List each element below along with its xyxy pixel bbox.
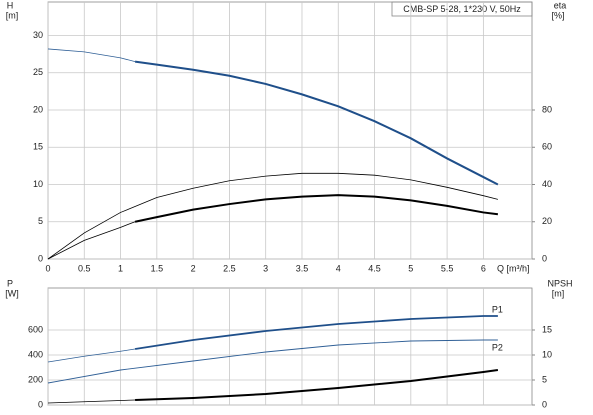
- y-tick-label: 600: [28, 324, 43, 334]
- y2-axis-unit: [%]: [551, 10, 564, 20]
- x-tick-label: 4: [336, 263, 341, 273]
- curve: [47, 172, 498, 260]
- y-axis-unit: [m]: [6, 10, 19, 20]
- curve: [47, 221, 136, 260]
- y-axis-label: P: [7, 278, 13, 288]
- y2-tick-label: 0: [542, 399, 547, 409]
- y-tick-label: 0: [38, 253, 43, 263]
- x-tick-label: 5: [408, 263, 413, 273]
- y2-tick-label: 5: [542, 374, 547, 384]
- series-label: P2: [492, 342, 503, 352]
- y2-tick-label: 20: [542, 216, 552, 226]
- y2-tick-label: 10: [542, 349, 552, 359]
- curve: [134, 194, 499, 223]
- y2-axis-label: eta: [554, 0, 567, 10]
- y-tick-label: 200: [28, 374, 43, 384]
- x-tick-label: 3.5: [296, 263, 309, 273]
- y-tick-label: 15: [33, 142, 43, 152]
- x-tick-label: 2: [191, 263, 196, 273]
- x-tick-label: 4.5: [368, 263, 381, 273]
- y2-axis-unit: [m]: [552, 288, 565, 298]
- curve: [135, 369, 499, 401]
- x-tick-label: 2.5: [223, 263, 236, 273]
- y2-tick-label: 60: [542, 142, 552, 152]
- y-axis-label: H: [7, 0, 14, 10]
- y-tick-label: 5: [38, 216, 43, 226]
- y-tick-label: 10: [33, 179, 43, 189]
- x-tick-label: 6: [481, 263, 486, 273]
- curve: [47, 339, 498, 384]
- curve: [47, 348, 136, 363]
- x-axis-label: Q [m³/h]: [497, 263, 530, 273]
- x-tick-label: 1.5: [151, 263, 164, 273]
- x-tick-label: 1: [118, 263, 123, 273]
- y2-tick-label: 15: [542, 324, 552, 334]
- y2-axis-label: NPSH: [547, 278, 572, 288]
- x-tick-label: 0: [45, 263, 50, 273]
- y-tick-label: 400: [28, 349, 43, 359]
- y2-tick-label: 80: [542, 104, 552, 114]
- curve: [47, 48, 136, 62]
- curve: [134, 315, 498, 350]
- curve: [47, 399, 136, 404]
- curve: [134, 60, 499, 186]
- y-axis-unit: [W]: [5, 288, 19, 298]
- series-label: P1: [492, 304, 503, 314]
- y-tick-label: 20: [33, 104, 43, 114]
- y2-tick-label: 0: [542, 253, 547, 263]
- y-tick-label: 30: [33, 30, 43, 40]
- y-tick-label: 25: [33, 67, 43, 77]
- y2-tick-label: 40: [542, 179, 552, 189]
- y-tick-label: 0: [38, 399, 43, 409]
- x-tick-label: 0.5: [78, 263, 91, 273]
- chart-title: CMB-SP 5-28, 1*230 V, 50Hz: [403, 4, 521, 14]
- x-tick-label: 3: [263, 263, 268, 273]
- x-tick-label: 5.5: [441, 263, 454, 273]
